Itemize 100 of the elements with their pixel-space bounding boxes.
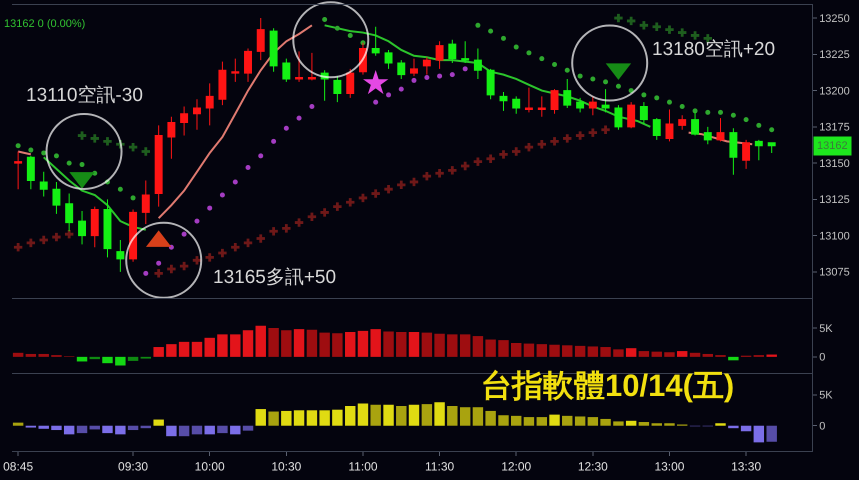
point bbox=[333, 202, 342, 211]
point bbox=[437, 74, 442, 79]
point bbox=[269, 227, 278, 236]
bar bbox=[281, 330, 292, 357]
candlestick bbox=[52, 181, 60, 214]
point bbox=[296, 116, 302, 121]
point bbox=[40, 236, 48, 244]
bar bbox=[166, 426, 177, 436]
point bbox=[550, 137, 559, 146]
bar bbox=[511, 343, 522, 357]
bar bbox=[153, 420, 164, 426]
candlestick bbox=[26, 155, 35, 190]
point bbox=[246, 164, 251, 170]
point bbox=[769, 127, 774, 132]
point bbox=[348, 32, 353, 38]
bar bbox=[600, 418, 611, 426]
point bbox=[564, 68, 570, 73]
candlestick bbox=[588, 96, 597, 116]
bar bbox=[242, 330, 254, 357]
bar bbox=[766, 426, 777, 442]
bar bbox=[562, 416, 572, 426]
point bbox=[654, 95, 660, 100]
candlestick bbox=[729, 128, 738, 176]
bar bbox=[204, 338, 215, 357]
annotation: 台指軟體10/14(五) bbox=[481, 368, 734, 403]
bar bbox=[76, 426, 88, 434]
point bbox=[322, 17, 328, 22]
bar bbox=[256, 409, 266, 426]
point bbox=[552, 62, 558, 67]
bar bbox=[460, 407, 470, 426]
bar bbox=[447, 334, 458, 357]
bar bbox=[396, 406, 406, 426]
bar bbox=[664, 352, 675, 357]
candlestick bbox=[231, 58, 240, 82]
x-tick-label: 10:00 bbox=[194, 459, 226, 474]
point bbox=[80, 162, 85, 168]
bar bbox=[242, 426, 254, 431]
point bbox=[462, 66, 468, 72]
bar bbox=[76, 356, 88, 362]
point bbox=[616, 84, 621, 89]
x-tick-label: 11:00 bbox=[348, 459, 378, 474]
point bbox=[435, 169, 444, 178]
point bbox=[486, 154, 495, 163]
candlestick bbox=[154, 124, 163, 208]
candlestick bbox=[563, 78, 572, 108]
point bbox=[578, 74, 583, 79]
bar bbox=[319, 332, 330, 357]
point bbox=[103, 137, 112, 146]
candlestick bbox=[524, 87, 533, 113]
bar bbox=[153, 347, 164, 357]
point bbox=[411, 78, 416, 83]
bar bbox=[422, 332, 432, 357]
point bbox=[52, 232, 61, 242]
bar bbox=[574, 416, 586, 426]
point bbox=[308, 212, 316, 221]
candlestick bbox=[678, 114, 686, 130]
point bbox=[66, 160, 72, 166]
bar bbox=[306, 410, 318, 426]
point bbox=[231, 243, 240, 252]
y-tick-label: 13100 bbox=[819, 230, 850, 242]
bar bbox=[422, 404, 432, 426]
point bbox=[294, 218, 304, 227]
bar bbox=[588, 346, 598, 357]
bar bbox=[536, 344, 548, 357]
bar bbox=[217, 426, 228, 434]
x-tick-label: 12:00 bbox=[501, 459, 532, 474]
candlestick bbox=[742, 139, 750, 170]
candlestick bbox=[640, 102, 648, 124]
bar bbox=[460, 334, 470, 357]
point bbox=[232, 179, 238, 184]
point bbox=[373, 100, 378, 105]
point bbox=[143, 270, 148, 276]
point bbox=[397, 180, 406, 190]
point bbox=[244, 238, 252, 248]
bar bbox=[268, 328, 279, 357]
point bbox=[500, 36, 506, 41]
bar bbox=[38, 354, 49, 357]
candlestick bbox=[256, 18, 265, 61]
point bbox=[422, 172, 432, 180]
bar bbox=[447, 406, 458, 426]
point bbox=[626, 16, 636, 26]
point bbox=[154, 269, 163, 278]
bar bbox=[690, 352, 700, 357]
point bbox=[207, 206, 212, 211]
y-tick-label: 13200 bbox=[819, 85, 850, 98]
candlestick bbox=[308, 52, 316, 81]
point bbox=[730, 112, 736, 118]
point bbox=[666, 100, 672, 105]
point bbox=[218, 248, 227, 258]
bar bbox=[204, 426, 215, 434]
point bbox=[386, 92, 392, 98]
bar bbox=[396, 332, 406, 357]
bar bbox=[549, 414, 560, 426]
point bbox=[142, 147, 150, 156]
bar bbox=[358, 330, 368, 357]
bar bbox=[613, 349, 624, 357]
bar bbox=[332, 410, 343, 426]
point bbox=[206, 253, 214, 262]
point bbox=[128, 142, 138, 152]
bar bbox=[549, 344, 560, 357]
